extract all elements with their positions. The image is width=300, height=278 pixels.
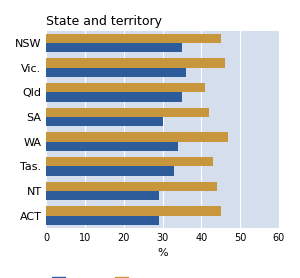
Bar xyxy=(46,166,174,176)
Legend: 1997, 2006: 1997, 2006 xyxy=(52,277,160,278)
Bar xyxy=(46,216,159,225)
Bar xyxy=(46,191,159,200)
X-axis label: %: % xyxy=(157,248,168,258)
Text: State and territory: State and territory xyxy=(46,15,162,28)
Bar xyxy=(46,157,213,166)
Bar xyxy=(46,34,221,43)
Bar xyxy=(46,92,182,102)
Bar xyxy=(46,68,186,77)
Bar xyxy=(46,117,163,126)
Bar xyxy=(46,108,209,117)
Bar xyxy=(46,132,229,142)
Bar xyxy=(46,58,225,68)
Bar xyxy=(46,182,217,191)
Bar xyxy=(46,142,178,151)
Bar xyxy=(46,231,279,248)
Bar xyxy=(46,83,205,92)
Bar xyxy=(46,43,182,52)
Bar xyxy=(46,206,221,216)
